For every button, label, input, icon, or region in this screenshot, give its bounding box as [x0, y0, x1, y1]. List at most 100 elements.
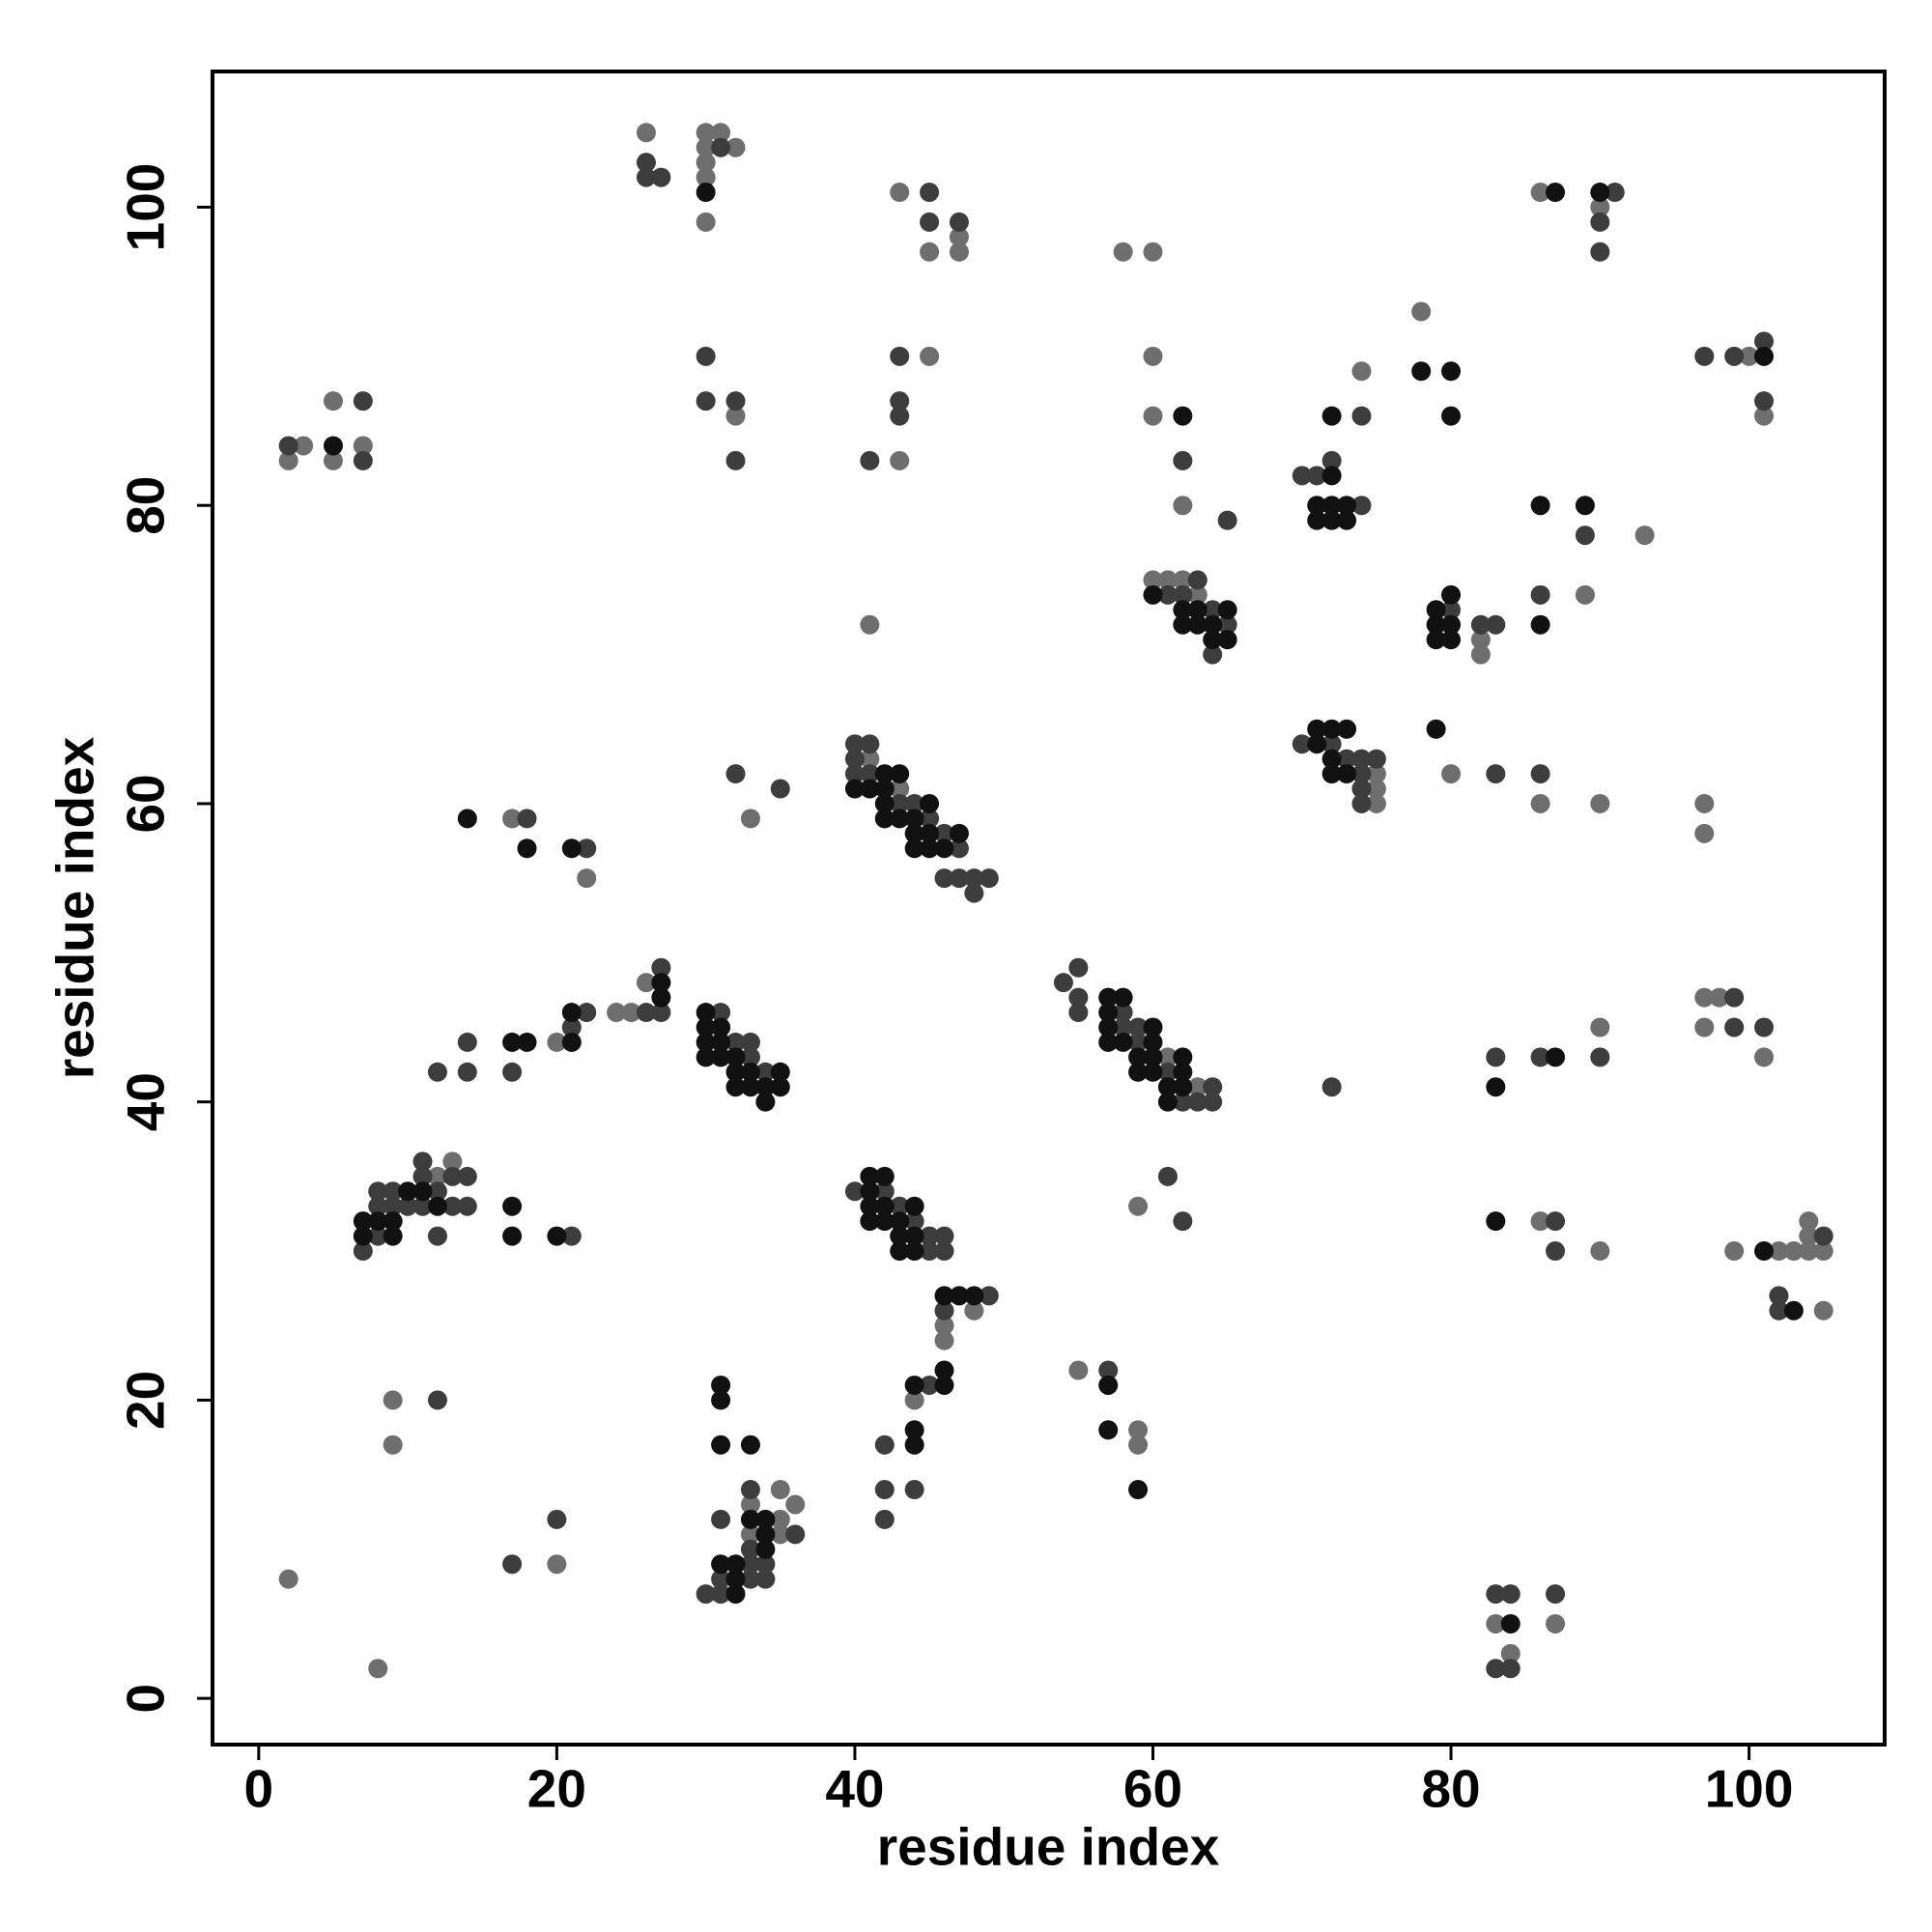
point: [1546, 183, 1566, 203]
point: [844, 779, 865, 799]
point: [1754, 406, 1775, 426]
point: [1113, 987, 1133, 1008]
point: [920, 212, 940, 232]
point: [1128, 1032, 1149, 1052]
point: [934, 838, 954, 859]
point: [770, 1509, 790, 1529]
point: [934, 1360, 954, 1380]
point: [1500, 1584, 1520, 1605]
point: [1441, 361, 1462, 382]
point: [1173, 1092, 1193, 1112]
point: [920, 346, 940, 366]
point: [1157, 1166, 1178, 1186]
point: [1783, 1300, 1804, 1321]
point: [1157, 1077, 1178, 1097]
point: [1486, 1077, 1506, 1097]
x-axis-title: residue index: [877, 1817, 1220, 1877]
point: [1143, 1047, 1163, 1067]
point: [1351, 793, 1372, 813]
point: [1813, 1241, 1833, 1262]
point: [934, 1226, 954, 1246]
point: [383, 1226, 403, 1246]
point: [949, 212, 969, 232]
point: [1530, 584, 1550, 605]
point: [353, 391, 373, 412]
point: [860, 1211, 880, 1232]
point: [1337, 496, 1357, 516]
point: [561, 1003, 582, 1023]
point: [725, 450, 746, 470]
point: [1694, 823, 1715, 843]
y-tick-label: 0: [116, 1684, 176, 1714]
point: [1590, 1241, 1610, 1262]
point: [949, 242, 969, 262]
point: [874, 1166, 895, 1186]
point: [696, 123, 716, 143]
point: [412, 1151, 433, 1172]
point: [1575, 526, 1595, 546]
point: [561, 1032, 582, 1052]
point: [874, 1480, 895, 1500]
point: [547, 1554, 567, 1575]
point: [1321, 466, 1342, 486]
point: [1634, 526, 1655, 546]
point: [517, 809, 537, 829]
point: [561, 1226, 582, 1246]
y-tick-label: 40: [116, 1072, 176, 1131]
point: [651, 1003, 671, 1023]
point: [427, 1196, 447, 1216]
point: [412, 1181, 433, 1202]
point: [755, 1569, 776, 1589]
point: [874, 809, 895, 829]
point: [1321, 749, 1342, 769]
point: [1486, 764, 1506, 784]
point: [1783, 1241, 1804, 1262]
point: [964, 1286, 984, 1306]
point: [785, 1494, 806, 1515]
point: [1173, 450, 1193, 470]
point: [696, 1047, 716, 1067]
point: [1157, 1092, 1178, 1112]
point: [1217, 600, 1237, 620]
x-tick-label: 80: [1421, 1759, 1480, 1819]
point: [740, 1047, 760, 1067]
point: [890, 450, 910, 470]
point: [920, 1375, 940, 1395]
point: [1321, 450, 1342, 470]
point: [1694, 1017, 1715, 1037]
point: [1426, 600, 1446, 620]
point: [427, 1181, 447, 1202]
point: [1351, 361, 1372, 382]
point: [1575, 584, 1595, 605]
point: [1128, 1420, 1149, 1440]
point: [1337, 749, 1357, 769]
point: [1724, 1017, 1745, 1037]
point: [427, 1166, 447, 1186]
point: [1500, 1643, 1520, 1663]
point: [920, 838, 940, 859]
point: [1426, 614, 1446, 635]
point: [770, 1077, 790, 1097]
point: [860, 734, 880, 754]
point: [1113, 1017, 1133, 1037]
point: [457, 809, 477, 829]
point: [1187, 1092, 1208, 1112]
point: [353, 1226, 373, 1246]
point: [1769, 1241, 1789, 1262]
point: [1068, 987, 1089, 1008]
point: [278, 450, 298, 470]
point: [711, 1554, 731, 1575]
point: [1203, 614, 1223, 635]
point: [1337, 510, 1357, 530]
point: [502, 809, 523, 829]
point: [1203, 630, 1223, 650]
point: [934, 1375, 954, 1395]
point: [1203, 1092, 1223, 1112]
point: [383, 1435, 403, 1455]
point: [1143, 570, 1163, 590]
point: [383, 1390, 403, 1410]
point: [561, 838, 582, 859]
point: [1321, 406, 1342, 426]
point: [1470, 614, 1491, 635]
